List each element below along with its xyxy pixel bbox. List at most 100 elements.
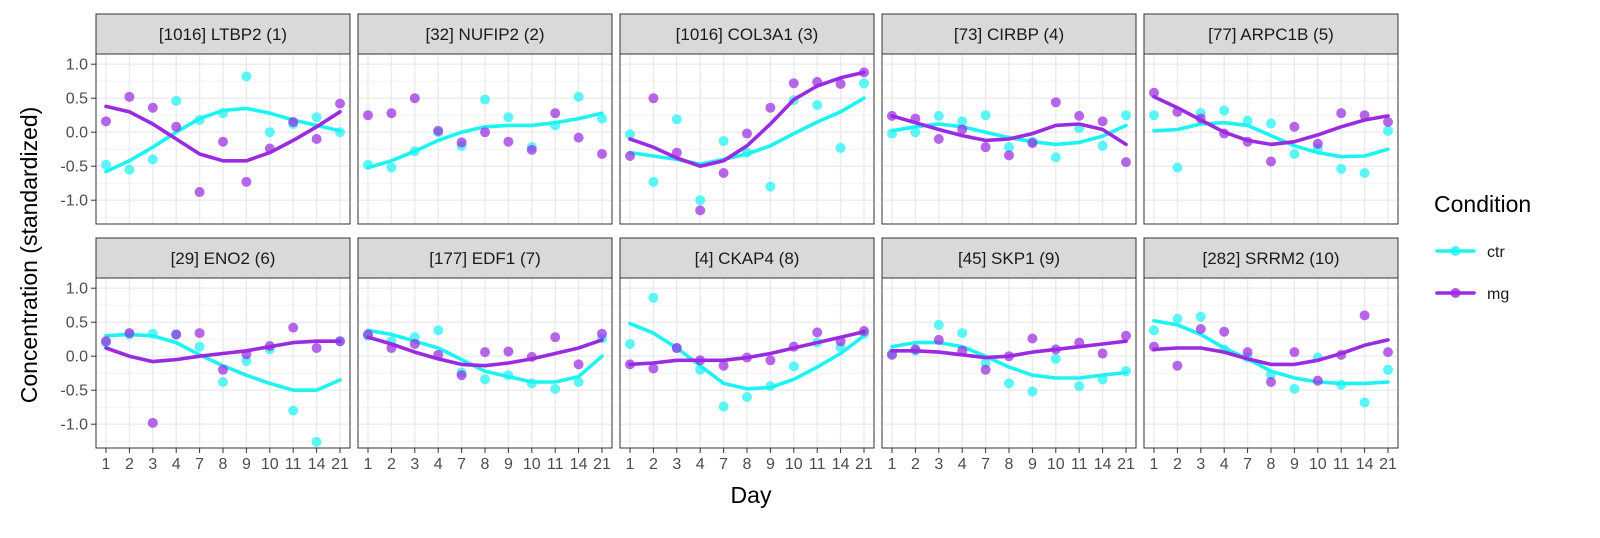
x-tick-label: 14 (308, 456, 326, 473)
fit-line-mg (1152, 338, 1390, 367)
data-point-mg (1074, 110, 1085, 121)
data-point-mg (1195, 113, 1206, 124)
data-point-ctr (1359, 168, 1370, 178)
data-point-ctr (1149, 110, 1159, 121)
data-point-ctr (1121, 110, 1131, 121)
data-point-mg (335, 336, 345, 347)
data-point-mg (910, 113, 921, 124)
data-point-mg (1242, 347, 1253, 358)
data-point-ctr (241, 71, 252, 82)
data-point-mg (241, 349, 252, 360)
x-tick-label: 4 (1220, 456, 1229, 473)
x-tick-label: 2 (387, 456, 396, 473)
y-tick-label: 0.5 (66, 315, 88, 332)
data-point-ctr (1121, 366, 1131, 377)
x-tick-label: 21 (331, 456, 349, 473)
data-point-mg (171, 329, 182, 340)
data-point-mg (1195, 324, 1206, 334)
x-tick-label: 9 (1028, 456, 1037, 473)
fit-line-ctr (628, 321, 866, 391)
data-point-mg (573, 359, 584, 370)
data-point-ctr (887, 128, 897, 139)
data-point-ctr (550, 120, 561, 131)
data-point-ctr (933, 110, 944, 121)
x-tick-label: 2 (649, 456, 658, 473)
data-point-ctr (933, 319, 944, 330)
data-point-mg (980, 364, 991, 375)
data-point-mg (1383, 347, 1393, 358)
x-tick-label: 10 (523, 456, 541, 473)
facet-title: [1016] COL3A1 (3) (676, 25, 819, 44)
facet-panel-9: [45] SKP1 (9) 1 2 3 4 7 8 9 10 11 14 21 (881, 237, 1137, 473)
y-tick-label: 0.0 (66, 349, 88, 366)
data-point-mg (695, 355, 706, 366)
facet-panel-3: [1016] COL3A1 (3) (619, 13, 875, 225)
data-point-mg (1149, 341, 1159, 352)
data-point-mg (1289, 347, 1300, 358)
data-point-mg (1172, 106, 1183, 117)
data-point-ctr (124, 164, 135, 175)
data-point-ctr (101, 159, 111, 170)
data-point-mg (812, 327, 823, 338)
facet-title: [73] CIRBP (4) (954, 25, 1064, 44)
data-point-mg (1050, 344, 1061, 355)
data-point-ctr (1266, 369, 1276, 380)
x-tick-label: 9 (1290, 456, 1299, 473)
x-tick-label: 2 (125, 456, 134, 473)
facet-strip (95, 237, 351, 279)
data-point-mg (1074, 337, 1085, 348)
data-point-mg (573, 132, 584, 143)
data-point-mg (980, 142, 991, 153)
x-tick-label: 3 (148, 456, 157, 473)
data-point-mg (1219, 326, 1230, 337)
data-point-mg (1242, 136, 1253, 147)
panel-border (357, 53, 613, 225)
y-tick-label: -0.5 (60, 383, 88, 400)
data-point-mg (264, 341, 275, 351)
x-tick-label: 9 (504, 456, 513, 473)
data-point-ctr (433, 325, 444, 336)
facet-strip (95, 13, 351, 55)
x-tick-label: 8 (219, 456, 228, 473)
x-axis-title: Day (731, 482, 772, 508)
facet-strip (357, 13, 613, 55)
data-point-mg (1359, 310, 1370, 321)
data-point-mg (957, 124, 968, 135)
data-point-mg (409, 93, 420, 104)
data-point-ctr (409, 146, 420, 157)
data-point-ctr (1336, 379, 1347, 390)
data-point-ctr (503, 112, 514, 123)
facet-panel-6: [29] ENO2 (6) 1.0 0.5 0.0 -0.5 -1.0 1 2 3 4 7 8 9 10 1… (60, 237, 351, 473)
data-point-mg (835, 78, 846, 89)
x-tick-label: 7 (981, 456, 990, 473)
x-tick-label: 21 (593, 456, 611, 473)
data-point-ctr (1195, 311, 1206, 322)
facet-strip (881, 13, 1137, 55)
fit-line-mg (104, 339, 342, 364)
data-point-mg (648, 93, 659, 104)
data-point-ctr (765, 181, 776, 192)
data-point-mg (625, 151, 635, 161)
x-tick-label: 21 (1379, 456, 1397, 473)
y-tick-label: -0.5 (60, 159, 88, 176)
data-point-mg (1004, 351, 1014, 362)
x-tick-label: 14 (1356, 456, 1374, 473)
y-axis-title: Concentration (standardized) (16, 107, 42, 404)
facet-panel-2: [32] NUFIP2 (2) (357, 13, 613, 225)
data-point-mg (550, 332, 561, 343)
data-point-mg (887, 110, 897, 121)
data-point-ctr (171, 95, 182, 106)
data-point-mg (1383, 117, 1393, 127)
x-tick-label: 8 (1005, 456, 1014, 473)
data-point-mg (859, 326, 869, 337)
data-point-ctr (980, 110, 991, 121)
data-point-ctr (788, 361, 799, 372)
data-point-ctr (1336, 163, 1347, 174)
legend-key-point-ctr (1450, 246, 1461, 256)
data-point-ctr (957, 116, 968, 127)
x-tick-label: 14 (1094, 456, 1112, 473)
data-point-ctr (765, 381, 776, 392)
y-tick-label: 0.5 (66, 91, 88, 108)
data-point-ctr (742, 392, 752, 402)
